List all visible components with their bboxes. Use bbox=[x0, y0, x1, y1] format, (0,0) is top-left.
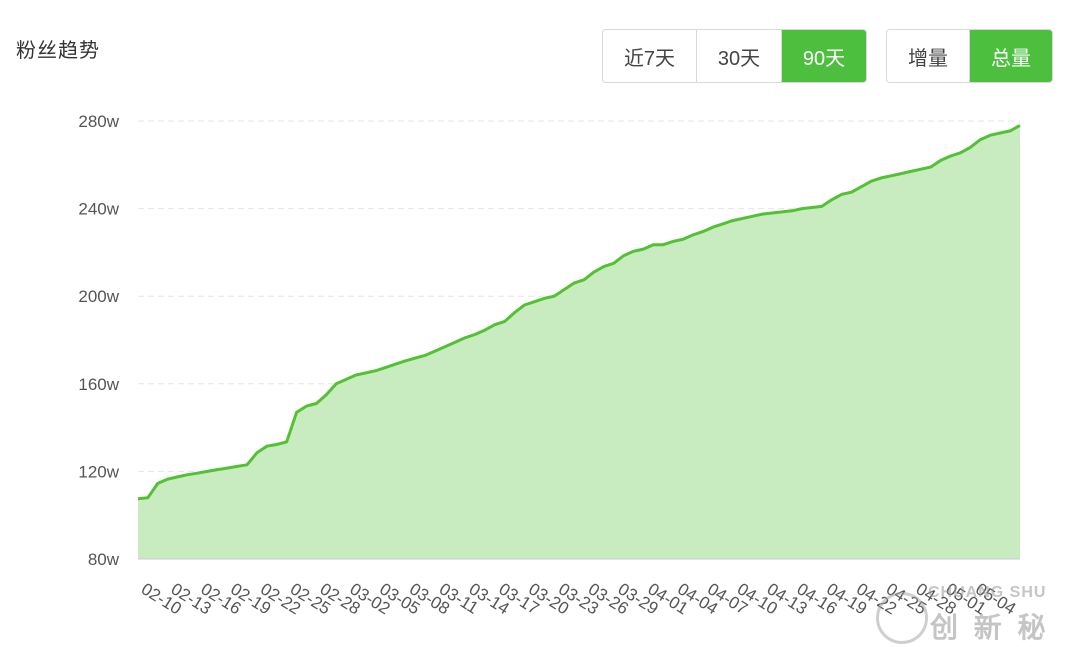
mode-selector: 增量 总量 bbox=[886, 29, 1053, 83]
increment-button[interactable]: 增量 bbox=[887, 30, 970, 82]
series-line bbox=[137, 124, 1021, 501]
range-7-days-button[interactable]: 近7天 bbox=[603, 30, 697, 82]
total-button[interactable]: 总量 bbox=[970, 30, 1052, 82]
series-area bbox=[138, 125, 1020, 560]
watermark: CHUANG SHU 创 新 秘 bbox=[872, 582, 1072, 644]
y-tick-label: 80w bbox=[88, 550, 120, 569]
y-tick-label: 200w bbox=[78, 287, 119, 306]
y-tick-label: 280w bbox=[78, 112, 119, 131]
range-30-days-button[interactable]: 30天 bbox=[697, 30, 782, 82]
watermark-cn-text: 创 新 秘 bbox=[930, 612, 1050, 643]
page-title: 粉丝趋势 bbox=[16, 40, 100, 62]
y-tick-label: 120w bbox=[78, 462, 119, 481]
watermark-latin-text: CHUANG SHU bbox=[928, 584, 1047, 601]
range-90-days-button[interactable]: 90天 bbox=[782, 30, 866, 82]
y-tick-label: 240w bbox=[78, 200, 119, 219]
y-tick-label: 160w bbox=[78, 375, 119, 394]
time-range-selector: 近7天 30天 90天 bbox=[602, 29, 867, 83]
watermark-logo-icon bbox=[876, 592, 928, 644]
